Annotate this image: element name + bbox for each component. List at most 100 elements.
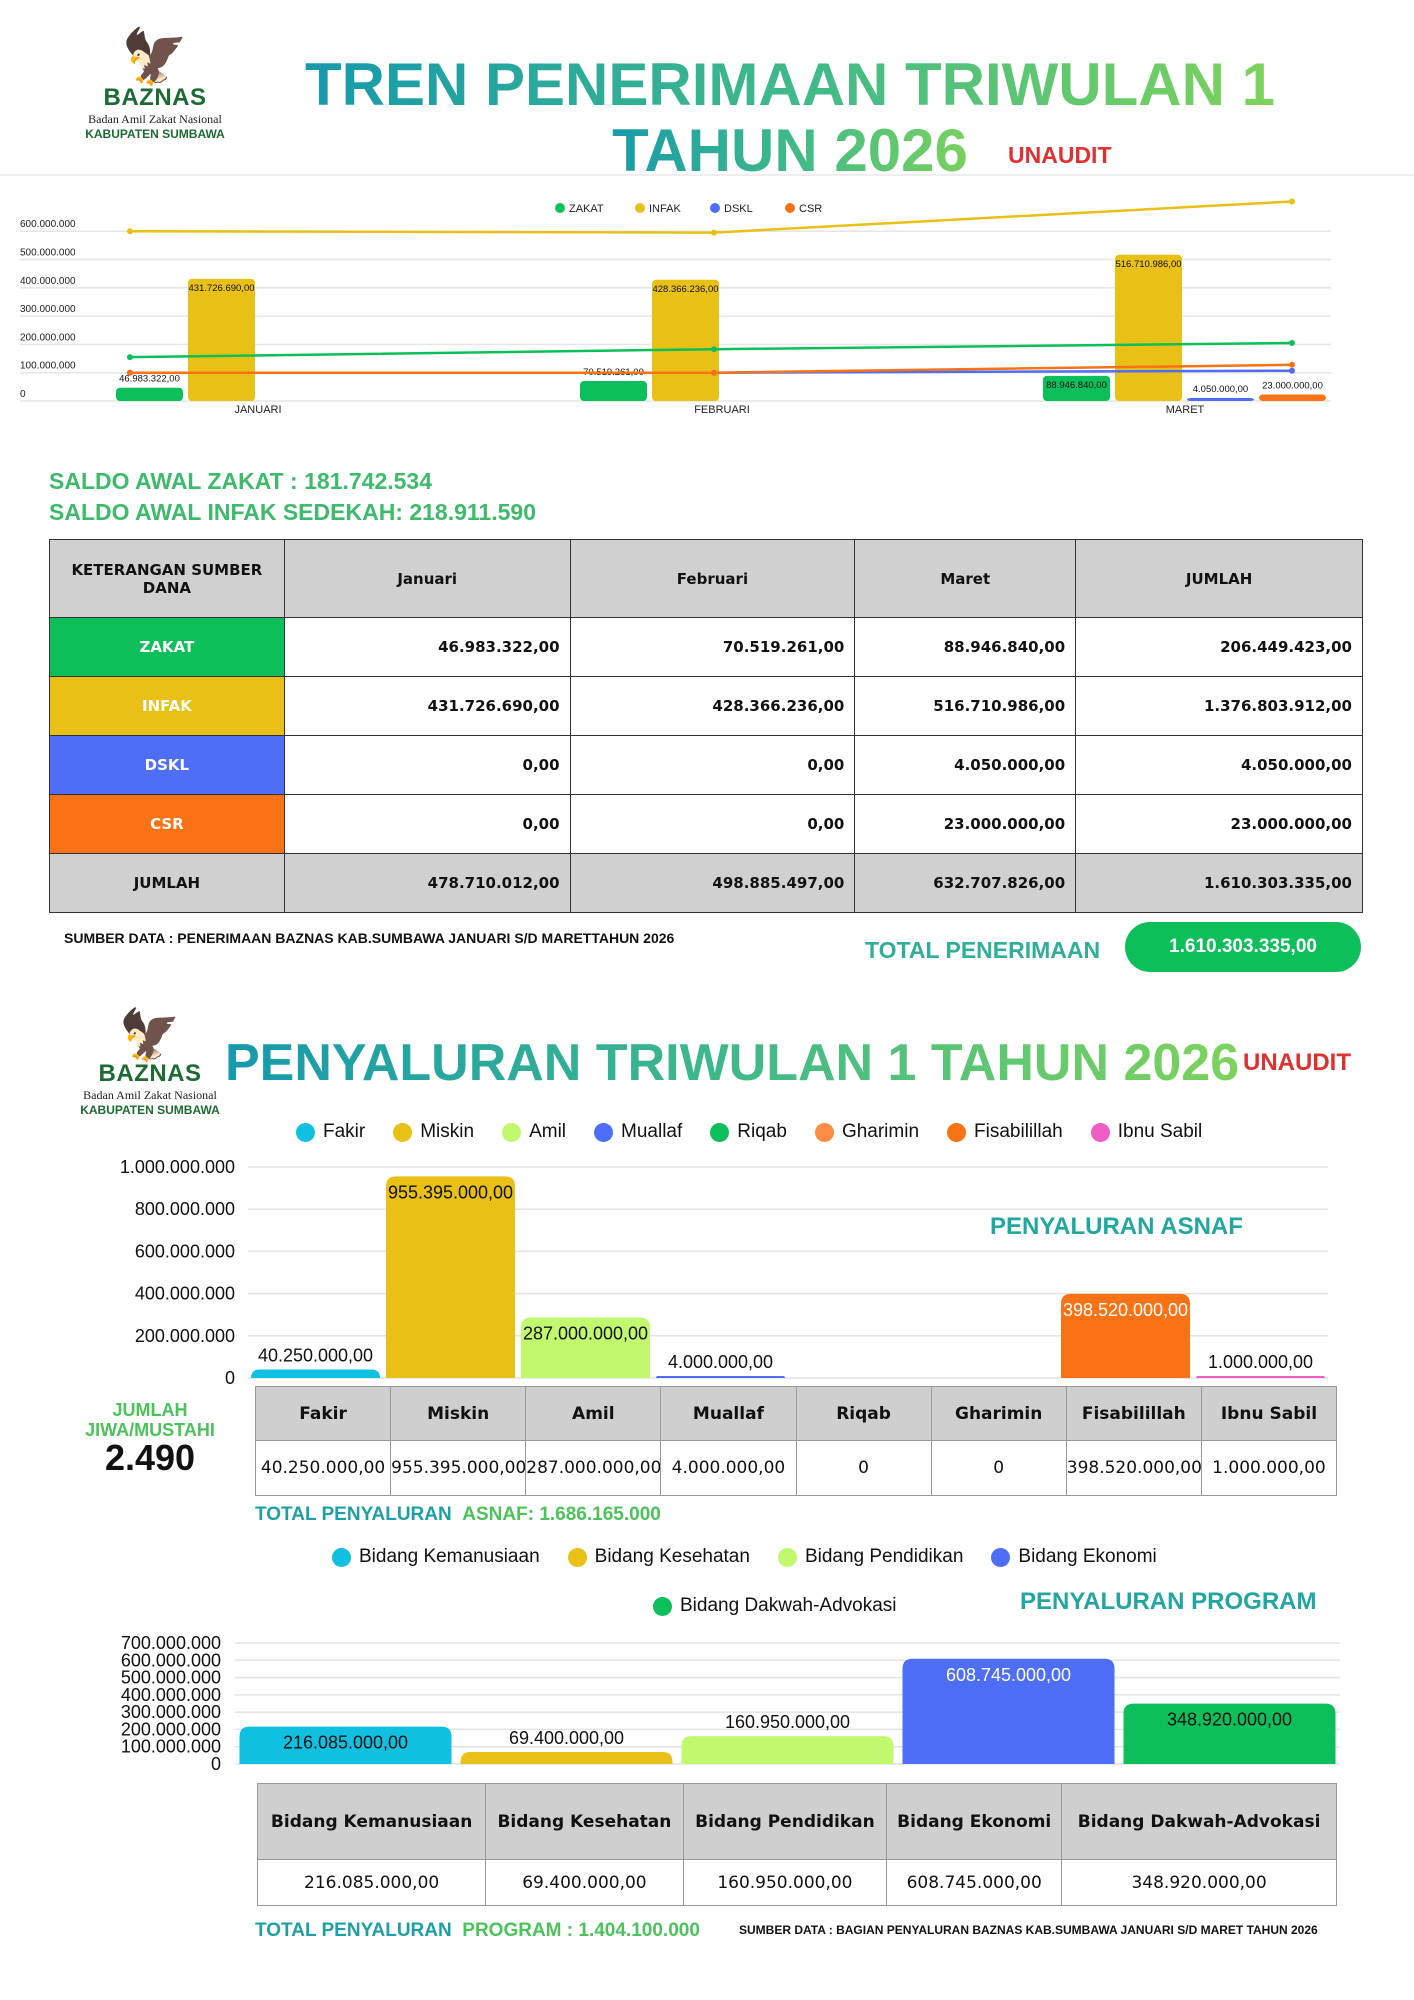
logo-region: KABUPATEN SUMBAWA xyxy=(80,1103,220,1117)
legend-dot-icon xyxy=(567,1547,587,1567)
legend-dot-icon xyxy=(947,1122,967,1142)
trend-point xyxy=(711,369,717,376)
legend-dot xyxy=(710,203,720,213)
legend-item: Miskin xyxy=(393,1121,474,1143)
column-header: KETERANGAN SUMBER DANA xyxy=(49,539,285,618)
bar-ibnu-sabil xyxy=(1196,1376,1325,1378)
bar-zakat xyxy=(1043,375,1110,401)
program-legend: Bidang Kemanusiaan Bidang Kesehatan Bidang… xyxy=(332,1546,1157,1568)
legend-label: Bidang Ekonomi xyxy=(1018,1546,1157,1567)
legend-dot-icon xyxy=(777,1547,797,1567)
bar-value-label: 398.520.000,00 xyxy=(1063,1300,1188,1320)
column-header: Bidang Dakwah-Advokasi xyxy=(1061,1783,1337,1860)
table-cell: 69.400.000,00 xyxy=(485,1859,684,1906)
legend-label: Bidang Pendidikan xyxy=(804,1546,964,1567)
trend-point xyxy=(711,229,717,236)
page-title-line1: TREN PENERIMAAN TRIWULAN 1 xyxy=(300,52,1280,118)
legend-dot-icon xyxy=(332,1547,351,1567)
table-header-row: Fakir Miskin Amil Muallaf Riqab Gharimin Fisab… xyxy=(254,1386,1338,1441)
table-cell: 46.983.322,00 xyxy=(283,617,571,677)
y-tick-label: 200.000.000 xyxy=(135,1326,235,1346)
legend-label: Muallaf xyxy=(621,1121,683,1142)
table-row: CSR 0,00 0,00 23.000.000,00 23.000.000,00 xyxy=(49,794,1363,854)
table-header-row: Bidang Kemanusiaan Bidang Kesehatan Bidang… xyxy=(256,1783,1337,1860)
table-cell: 1.000.000,00 xyxy=(1200,1440,1338,1496)
bar-bidang-pendidikan xyxy=(681,1736,894,1764)
legend-label: Bidang Kemanusiaan xyxy=(359,1546,540,1567)
trend-point xyxy=(127,354,133,361)
legend-label: DSKL xyxy=(724,203,753,215)
table-header-row: KETERANGAN SUMBER DANA Januari Februari Mar… xyxy=(49,539,1363,618)
table-row: JUMLAH 478.710.012,00 498.885.497,00 632.70… xyxy=(49,853,1363,913)
x-tick-label: FEBRUARI xyxy=(694,404,750,416)
column-header: Bidang Kesehatan xyxy=(485,1783,684,1860)
bar-csr xyxy=(1259,394,1326,401)
y-tick-label: 300.000.000 xyxy=(20,304,76,315)
total-program-label: TOTAL PENYALURAN xyxy=(255,1920,452,1941)
source-note-penerimaan: SUMBER DATA : PENERIMAAN BAZNAS KAB.SUMB… xyxy=(64,930,675,946)
legend-label: Fakir xyxy=(323,1121,366,1142)
bar-bidang-kemanusiaan xyxy=(239,1726,452,1764)
legend-dot-icon xyxy=(814,1122,834,1142)
legend-label: Bidang Dakwah-Advokasi xyxy=(680,1595,897,1616)
logo-name: BAZNAS xyxy=(98,1060,202,1087)
bar-value-label: 4.050.000,00 xyxy=(1193,384,1248,395)
y-tick-label: 500.000.000 xyxy=(121,1668,221,1688)
table-row: INFAK 431.726.690,00 428.366.236,00 516.710… xyxy=(49,676,1363,736)
total-program: TOTAL PENYALURAN PROGRAM : 1.404.100.000 xyxy=(255,1920,700,1942)
total-asnaf-label: TOTAL PENYALURAN xyxy=(255,1504,452,1525)
bar-value-label: 431.726.690,00 xyxy=(188,283,254,294)
table-cell: 516.710.986,00 xyxy=(854,676,1077,736)
source-note-penyaluran: SUMBER DATA : BAGIAN PENYALURAN BAZNAS K… xyxy=(739,1923,1318,1937)
column-header: Bidang Kemanusiaan xyxy=(256,1783,487,1860)
bar-miskin xyxy=(386,1176,515,1378)
y-tick-label: 1.000.000.000 xyxy=(120,1157,235,1177)
row-label: ZAKAT xyxy=(49,617,285,677)
bar-value-label: 46.983.322,00 xyxy=(119,374,180,385)
table-row: 40.250.000,00 955.395.000,00 287.000.000,0… xyxy=(254,1440,1338,1496)
bar-value-label: 23.000.000,00 xyxy=(1262,380,1323,391)
program-table: Bidang Kemanusiaan Bidang Kesehatan Bidang… xyxy=(256,1783,1337,1906)
bar-value-label: 428.366.236,00 xyxy=(652,284,718,295)
bar-value-label: 608.745.000,00 xyxy=(946,1665,1071,1685)
jiwa-label: JUMLAH JIWA/MUSTAHI xyxy=(85,1400,215,1440)
legend-dot-icon xyxy=(710,1122,730,1142)
bar-value-label: 69.400.000,00 xyxy=(509,1728,624,1748)
penerimaan-trend-chart: 0 100.000.000 200.000.000 300.000.000 400.00… xyxy=(20,198,1331,416)
saldo-awal-infak: SALDO AWAL INFAK SEDEKAH: 218.911.590 xyxy=(49,499,536,525)
trend-point xyxy=(1289,198,1295,205)
legend-item: Bidang Dakwah-Advokasi xyxy=(653,1595,897,1617)
legend-item: Bidang Pendidikan xyxy=(777,1546,964,1568)
column-header: Fakir xyxy=(254,1386,392,1441)
legend-label: ZAKAT xyxy=(569,203,604,215)
y-tick-label: 100.000.000 xyxy=(121,1737,221,1757)
row-label: CSR xyxy=(49,794,285,854)
bar-bidang-ekonomi xyxy=(902,1658,1115,1764)
legend-label: Fisabilillah xyxy=(974,1121,1063,1142)
trend-point xyxy=(1289,361,1295,368)
legend-label: INFAK xyxy=(649,203,681,215)
legend-item: Gharimin xyxy=(814,1121,919,1143)
unaudit-badge: UNAUDIT xyxy=(1008,142,1112,168)
x-tick-label: JANUARI xyxy=(234,404,281,416)
legend-item: Bidang Ekonomi xyxy=(991,1546,1157,1568)
legend-dot xyxy=(635,203,645,213)
bar-value-label: 4.000.000,00 xyxy=(668,1352,773,1372)
total-asnaf-value: ASNAF: 1.686.165.000 xyxy=(462,1504,661,1525)
table-cell: 0 xyxy=(795,1440,932,1496)
column-header: Gharimin xyxy=(930,1386,1067,1441)
penerimaan-table: KETERANGAN SUMBER DANA Januari Februari Mar… xyxy=(49,539,1363,913)
bar-infak xyxy=(1115,254,1182,401)
legend-label: Amil xyxy=(529,1121,567,1142)
page-title-line2: TAHUN 2026 xyxy=(600,118,980,184)
table-cell: 4.000.000,00 xyxy=(660,1440,797,1496)
y-tick-label: 200.000.000 xyxy=(20,332,76,343)
legend-dot-icon xyxy=(594,1122,614,1142)
logo-subtitle: Badan Amil Zakat Nasional xyxy=(88,112,222,126)
program-bar-chart: 0100.000.000200.000.000300.000.000400.00… xyxy=(121,1633,1340,1774)
trend-point xyxy=(1289,367,1295,374)
table-cell: 88.946.840,00 xyxy=(854,617,1077,677)
y-tick-label: 400.000.000 xyxy=(20,276,76,287)
y-tick-label: 700.000.000 xyxy=(121,1633,221,1653)
column-header: Muallaf xyxy=(660,1386,797,1441)
